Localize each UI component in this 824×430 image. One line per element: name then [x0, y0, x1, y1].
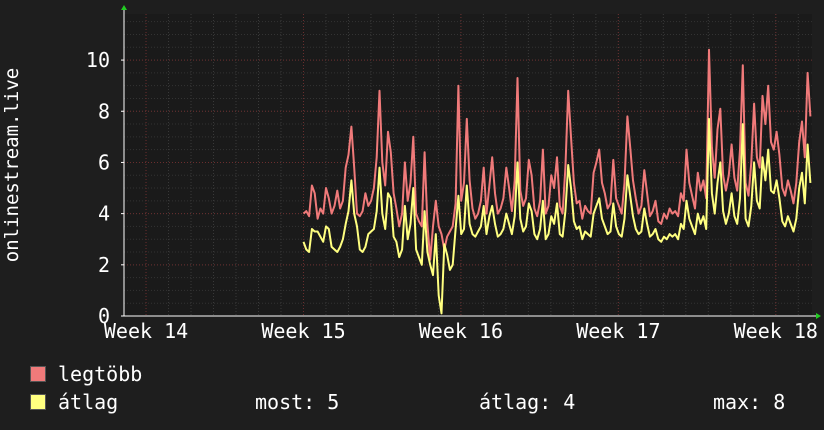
y-tick-label: 8: [98, 99, 110, 123]
y-axis-label: onlinestream.live: [1, 68, 23, 262]
stat-max: max: 8: [713, 390, 786, 414]
line-chart: 0 2 4 6 8 10 Week 14 Week 15 Week 16 Week 17 Week …: [1, 5, 821, 340]
y-tick-label: 4: [98, 202, 110, 226]
legend-swatch-avg: [30, 394, 46, 410]
series-line-avg: [302, 117, 812, 315]
x-tick-label: Week 14: [104, 319, 188, 340]
legend-swatch-max: [30, 366, 46, 382]
x-tick-label: Week 15: [261, 319, 345, 340]
x-tick-label: Week 16: [419, 319, 503, 340]
stat-current: most: 5: [255, 390, 340, 414]
y-tick-label: 0: [98, 304, 110, 328]
legend-item-avg: átlag most: 5 átlag: 4 max: 8: [30, 390, 810, 414]
x-axis-arrow: [816, 313, 821, 319]
legend-label-max: legtöbb: [58, 362, 143, 386]
y-axis-arrow: [121, 5, 127, 10]
y-tick-label: 2: [98, 253, 110, 277]
x-tick-label: Week 17: [576, 319, 660, 340]
stat-average: átlag: 4: [479, 390, 576, 414]
x-tick-label: Week 18: [734, 319, 818, 340]
y-tick-label: 6: [98, 150, 110, 174]
y-tick-label: 10: [86, 48, 110, 72]
legend-label-avg: átlag: [58, 390, 119, 414]
series-line-max: [302, 48, 812, 261]
